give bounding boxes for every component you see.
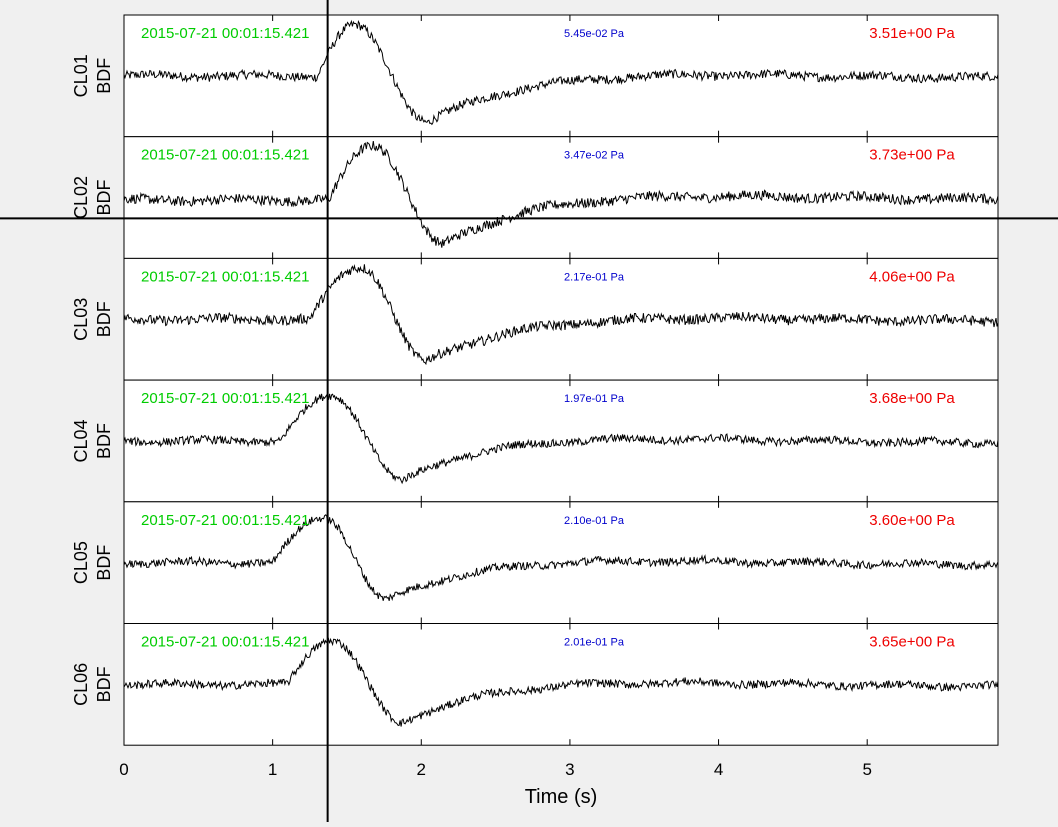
trace-timestamp: 2015-07-21 00:01:15.421 [141,25,309,42]
channel-label: BDF [94,545,114,581]
channel-label: BDF [94,179,114,215]
channel-label: BDF [94,423,114,459]
trace-panel-cl01[interactable]: 2015-07-21 00:01:15.421 5.45e-02 Pa 3.51e+… [71,14,999,138]
trace-timestamp: 2015-07-21 00:01:15.421 [141,512,309,529]
x-axis-label: Time (s) [525,786,598,808]
waveform-trace [123,141,999,248]
x-tick-label: 0 [119,760,128,779]
channel-label: BDF [94,58,114,94]
trace-timestamp: 2015-07-21 00:01:15.421 [141,634,309,651]
channel-label: BDF [94,301,114,337]
trace-peak-amplitude: 4.06e+00 Pa [869,268,955,285]
waveform-trace [123,19,999,126]
waveform-trace [123,393,999,485]
trace-panel-cl02[interactable]: 2015-07-21 00:01:15.421 3.47e-02 Pa 3.73e+… [71,136,999,259]
station-label: CL05 [71,541,91,584]
x-tick-label: 4 [714,760,723,779]
trace-panel-cl06[interactable]: 2015-07-21 00:01:15.421 2.01e-01 Pa 3.65e+… [71,623,999,746]
x-tick-label: 2 [417,760,426,779]
x-tick-label: 1 [268,760,277,779]
trace-noise-amplitude: 5.45e-02 Pa [564,28,625,40]
trace-peak-amplitude: 3.68e+00 Pa [869,390,955,407]
trace-panel-cl03[interactable]: 2015-07-21 00:01:15.421 2.17e-01 Pa 4.06e+… [71,257,999,381]
trace-panel-cl04[interactable]: 2015-07-21 00:01:15.421 1.97e-01 Pa 3.68e+… [71,379,999,503]
trace-noise-amplitude: 1.97e-01 Pa [564,393,625,405]
trace-peak-amplitude: 3.65e+00 Pa [869,634,955,651]
trace-peak-amplitude: 3.73e+00 Pa [869,147,955,164]
station-label: CL01 [71,54,91,97]
trace-timestamp: 2015-07-21 00:01:15.421 [141,147,309,164]
trace-noise-amplitude: 2.10e-01 Pa [564,515,625,527]
station-label: CL02 [71,176,91,219]
trace-noise-amplitude: 2.01e-01 Pa [564,637,625,649]
station-label: CL04 [71,419,91,462]
waveform-trace [123,514,999,602]
trace-timestamp: 2015-07-21 00:01:15.421 [141,390,309,407]
waveform-trace [123,264,999,366]
channel-label: BDF [94,666,114,702]
panel-frame [123,623,999,746]
trace-panel-cl05[interactable]: 2015-07-21 00:01:15.421 2.10e-01 Pa 3.60e+… [71,501,999,624]
trace-noise-amplitude: 2.17e-01 Pa [564,271,625,283]
trace-peak-amplitude: 3.60e+00 Pa [869,512,955,529]
waveform-trace [123,637,999,727]
x-tick-label: 3 [565,760,574,779]
trace-timestamp: 2015-07-21 00:01:15.421 [141,268,309,285]
trace-noise-amplitude: 3.47e-02 Pa [564,150,625,162]
x-tick-label: 5 [862,760,871,779]
trace-peak-amplitude: 3.51e+00 Pa [869,25,955,42]
station-label: CL03 [71,298,91,341]
station-label: CL06 [71,663,91,706]
panel-frame [123,136,999,259]
